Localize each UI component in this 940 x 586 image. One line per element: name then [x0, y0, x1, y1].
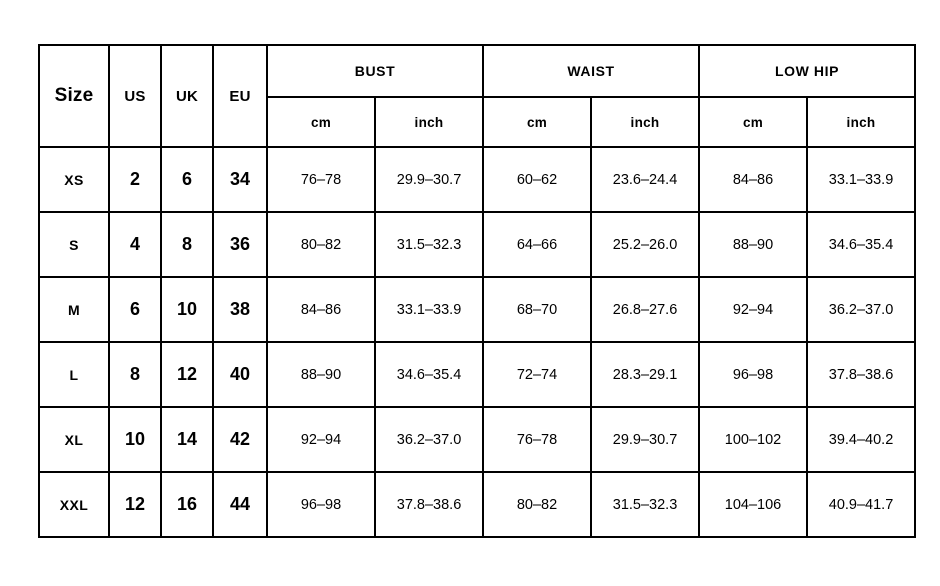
- header-group-waist: WAIST: [482, 44, 701, 98]
- header-row-units: cm inch cm inch cm inch: [39, 96, 917, 148]
- cell-hip-cm: 96–98: [698, 341, 809, 408]
- cell-eu: 36: [212, 211, 268, 278]
- cell-bust-inch: 31.5–32.3: [373, 211, 485, 278]
- cell-size: L: [38, 341, 110, 408]
- header-bust-cm: cm: [266, 96, 376, 148]
- table-row: L 8 12 40 88–90 34.6–35.4 72–74 28.3–29.…: [38, 341, 917, 408]
- header-group-bust: BUST: [265, 44, 485, 98]
- header-us: US: [108, 44, 162, 148]
- cell-waist-cm: 60–62: [482, 146, 593, 213]
- cell-uk: 10: [160, 276, 214, 343]
- cell-eu: 44: [212, 471, 268, 538]
- cell-waist-cm: 80–82: [482, 471, 593, 538]
- header-hip-inch: inch: [806, 96, 917, 148]
- cell-hip-inch: 40.9–41.7: [806, 471, 917, 538]
- cell-size: S: [38, 211, 110, 278]
- cell-uk: 8: [160, 211, 214, 278]
- cell-hip-cm: 100–102: [698, 406, 809, 473]
- table-body: XS 2 6 34 76–78 29.9–30.7 60–62 23.6–24.…: [38, 146, 917, 538]
- cell-waist-cm: 72–74: [482, 341, 593, 408]
- header-waist-inch: inch: [590, 96, 701, 148]
- cell-waist-cm: 64–66: [482, 211, 593, 278]
- cell-us: 12: [108, 471, 162, 538]
- size-chart-table: Size US UK EU BUST WAIST LOW HIP cm inch…: [38, 44, 917, 538]
- cell-waist-inch: 25.2–26.0: [590, 211, 701, 278]
- table-row: XXL 12 16 44 96–98 37.8–38.6 80–82 31.5–…: [38, 471, 917, 538]
- header-row-primary: Size US UK EU BUST WAIST LOW HIP: [38, 44, 917, 148]
- table-header: Size US UK EU BUST WAIST LOW HIP cm inch…: [38, 44, 917, 148]
- cell-bust-cm: 88–90: [266, 341, 376, 408]
- cell-bust-cm: 84–86: [266, 276, 376, 343]
- cell-hip-cm: 104–106: [698, 471, 809, 538]
- cell-waist-inch: 28.3–29.1: [590, 341, 701, 408]
- cell-eu: 38: [212, 276, 268, 343]
- cell-waist-cm: 76–78: [482, 406, 593, 473]
- cell-bust-inch: 36.2–37.0: [373, 406, 485, 473]
- cell-uk: 6: [160, 146, 214, 213]
- cell-hip-cm: 84–86: [698, 146, 809, 213]
- cell-hip-inch: 37.8–38.6: [806, 341, 917, 408]
- cell-uk: 14: [160, 406, 214, 473]
- cell-uk: 16: [160, 471, 214, 538]
- cell-bust-inch: 33.1–33.9: [373, 276, 485, 343]
- cell-hip-inch: 36.2–37.0: [806, 276, 917, 343]
- cell-us: 10: [108, 406, 162, 473]
- cell-waist-inch: 29.9–30.7: [590, 406, 701, 473]
- cell-hip-inch: 33.1–33.9: [806, 146, 917, 213]
- size-chart-container: Size US UK EU BUST WAIST LOW HIP cm inch…: [38, 44, 917, 538]
- header-size: Size: [38, 44, 110, 148]
- cell-eu: 40: [212, 341, 268, 408]
- header-hip-cm: cm: [698, 96, 809, 148]
- header-waist-cm: cm: [482, 96, 593, 148]
- cell-bust-inch: 37.8–38.6: [373, 471, 485, 538]
- cell-waist-inch: 26.8–27.6: [590, 276, 701, 343]
- cell-hip-cm: 92–94: [698, 276, 809, 343]
- cell-us: 2: [108, 146, 162, 213]
- cell-waist-cm: 68–70: [482, 276, 593, 343]
- cell-bust-cm: 92–94: [266, 406, 376, 473]
- table-row: S 4 8 36 80–82 31.5–32.3 64–66 25.2–26.0…: [38, 211, 917, 278]
- cell-hip-inch: 34.6–35.4: [806, 211, 917, 278]
- cell-us: 8: [108, 341, 162, 408]
- cell-size: XL: [38, 406, 110, 473]
- table-row: M 6 10 38 84–86 33.1–33.9 68–70 26.8–27.…: [38, 276, 917, 343]
- table-row: XS 2 6 34 76–78 29.9–30.7 60–62 23.6–24.…: [38, 146, 917, 213]
- cell-hip-cm: 88–90: [698, 211, 809, 278]
- header-eu: EU: [212, 44, 268, 148]
- header-uk: UK: [160, 44, 214, 148]
- cell-us: 4: [108, 211, 162, 278]
- cell-size: M: [38, 276, 110, 343]
- table-row: XL 10 14 42 92–94 36.2–37.0 76–78 29.9–3…: [38, 406, 917, 473]
- cell-hip-inch: 39.4–40.2: [806, 406, 917, 473]
- cell-eu: 42: [212, 406, 268, 473]
- cell-waist-inch: 31.5–32.3: [590, 471, 701, 538]
- header-bust-inch: inch: [373, 96, 485, 148]
- cell-bust-inch: 29.9–30.7: [373, 146, 485, 213]
- cell-eu: 34: [212, 146, 268, 213]
- cell-size: XXL: [38, 471, 110, 538]
- cell-bust-cm: 80–82: [266, 211, 376, 278]
- cell-us: 6: [108, 276, 162, 343]
- cell-bust-cm: 76–78: [266, 146, 376, 213]
- cell-bust-inch: 34.6–35.4: [373, 341, 485, 408]
- cell-bust-cm: 96–98: [266, 471, 376, 538]
- cell-uk: 12: [160, 341, 214, 408]
- cell-size: XS: [38, 146, 110, 213]
- header-group-low-hip: LOW HIP: [698, 44, 917, 98]
- cell-waist-inch: 23.6–24.4: [590, 146, 701, 213]
